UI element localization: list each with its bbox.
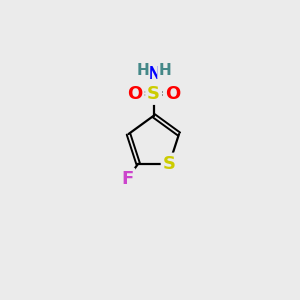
Text: N: N (146, 65, 161, 83)
Text: O: O (165, 85, 180, 103)
Text: S: S (163, 155, 176, 173)
Text: S: S (147, 85, 160, 103)
Text: H: H (136, 63, 149, 78)
Text: F: F (121, 170, 134, 188)
Text: H: H (158, 63, 171, 78)
Text: O: O (128, 85, 143, 103)
